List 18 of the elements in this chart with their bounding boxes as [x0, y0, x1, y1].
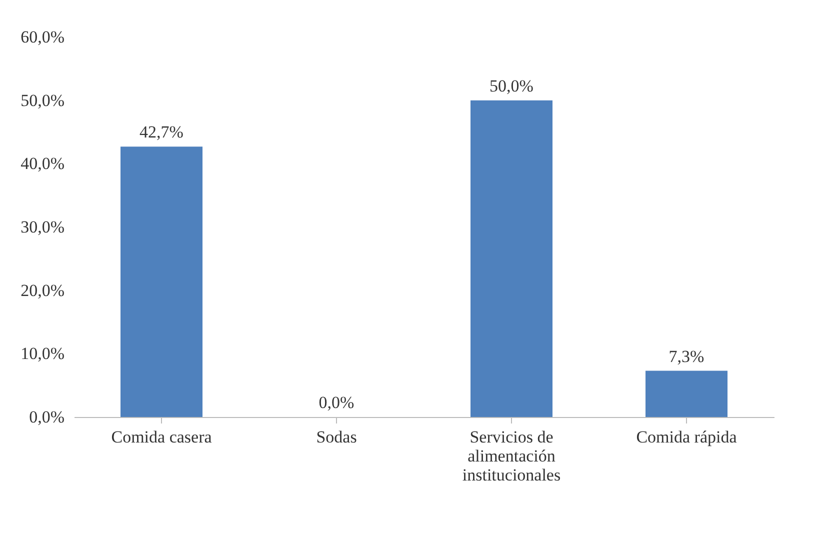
data-label: 42,7%	[140, 122, 184, 142]
y-tick-label: 20,0%	[20, 280, 64, 300]
bar	[120, 146, 202, 417]
data-label: 7,3%	[668, 346, 704, 366]
x-tick-label: Servicios de alimentación institucionales	[462, 428, 561, 484]
x-tick-label: Comida rápida	[636, 428, 738, 446]
x-tick-label: Sodas	[316, 428, 357, 446]
bar	[470, 100, 552, 417]
y-tick-label: 0,0%	[29, 408, 64, 426]
y-tick-label: 30,0%	[20, 218, 64, 236]
data-label: 0,0%	[318, 393, 354, 412]
data-label: 50,0%	[490, 76, 534, 96]
x-tick-label: Comida casera	[111, 428, 212, 446]
y-tick-label: 60,0%	[20, 28, 64, 46]
bar	[646, 370, 728, 417]
y-tick-label: 50,0%	[20, 90, 64, 110]
y-tick-label: 10,0%	[20, 344, 64, 364]
y-tick-label: 40,0%	[20, 154, 64, 174]
